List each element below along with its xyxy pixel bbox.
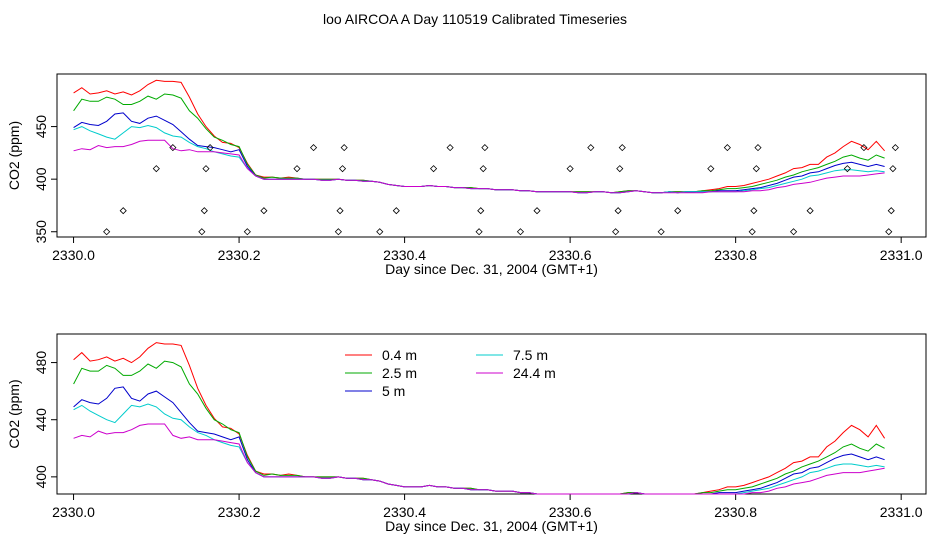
bottom-x-tick-label: 2331.0 xyxy=(880,504,923,520)
bottom-x-tick-label: 2330.0 xyxy=(52,504,95,520)
top-y-axis-label: CO2 (ppm) xyxy=(6,121,22,190)
diamond-marker xyxy=(376,228,384,236)
diamond-marker xyxy=(152,165,160,173)
top-x-tick-label: 2330.4 xyxy=(383,247,426,263)
top-series-line xyxy=(73,79,885,194)
bottom-series-line xyxy=(73,403,885,495)
diamond-marker xyxy=(119,207,127,215)
diamond-marker xyxy=(198,228,206,236)
bottom-series-line xyxy=(73,423,885,495)
top-x-tick-label: 2331.0 xyxy=(880,247,923,263)
diamond-marker xyxy=(723,144,731,152)
top-plot-frame xyxy=(56,73,927,238)
bottom-x-axis-label: Day since Dec. 31, 2004 (GMT+1) xyxy=(385,518,598,534)
top-series-line xyxy=(73,124,885,194)
diamond-marker xyxy=(891,144,899,152)
diamond-marker xyxy=(430,165,438,173)
legend-label: 0.4 m xyxy=(382,347,417,363)
diamond-marker xyxy=(336,207,344,215)
diamond-marker xyxy=(843,165,851,173)
diamond-marker xyxy=(657,228,665,236)
top-y-tick-label: 350 xyxy=(33,220,49,244)
diamond-marker xyxy=(790,228,798,236)
diamond-marker xyxy=(860,144,868,152)
bottom-series-line xyxy=(73,386,885,495)
legend-label: 7.5 m xyxy=(513,347,548,363)
bottom-y-axis-label: CO2 (ppm) xyxy=(6,379,22,448)
diamond-marker xyxy=(754,144,762,152)
diamond-marker xyxy=(479,165,487,173)
diamond-marker xyxy=(674,207,682,215)
diamond-marker xyxy=(260,207,268,215)
diamond-marker xyxy=(516,228,525,236)
bottom-series-line xyxy=(73,342,886,495)
top-series-line xyxy=(73,139,885,194)
top-y-tick-label: 450 xyxy=(33,115,49,139)
diamond-marker xyxy=(338,165,347,173)
legend-label: 2.5 m xyxy=(382,365,417,381)
diamond-marker xyxy=(887,207,895,215)
top-x-tick-label: 2330.0 xyxy=(52,247,95,263)
diamond-marker xyxy=(477,207,485,215)
bottom-x-tick-label: 2330.8 xyxy=(714,504,757,520)
diamond-marker xyxy=(293,165,301,173)
diamond-marker xyxy=(612,228,620,236)
diamond-marker xyxy=(618,144,626,152)
diamond-marker xyxy=(752,165,760,173)
bottom-y-tick-label: 440 xyxy=(33,408,49,432)
diamond-marker xyxy=(889,165,897,173)
diamond-marker xyxy=(169,144,177,152)
diamond-marker xyxy=(200,207,208,215)
diamond-marker xyxy=(103,228,111,236)
diamond-marker xyxy=(614,207,622,215)
diamond-marker xyxy=(392,207,400,215)
diamond-marker xyxy=(750,207,758,215)
top-x-tick-label: 2330.8 xyxy=(714,247,757,263)
diamond-marker xyxy=(340,144,348,152)
diamond-marker xyxy=(806,207,814,215)
diamond-marker xyxy=(707,165,715,173)
legend-label: 5 m xyxy=(382,383,405,399)
diamond-marker xyxy=(481,144,489,152)
diamond-marker xyxy=(533,207,541,215)
bottom-x-tick-label: 2330.2 xyxy=(218,504,261,520)
legend-label: 24.4 m xyxy=(513,365,556,381)
bottom-x-tick-label: 2330.6 xyxy=(549,504,592,520)
bottom-y-tick-label: 480 xyxy=(33,351,49,375)
diamond-marker xyxy=(202,165,210,173)
figure-title: loo AIRCOA A Day 110519 Calibrated Times… xyxy=(322,11,627,27)
bottom-plot-frame xyxy=(56,333,927,495)
diamond-marker xyxy=(446,144,454,152)
top-x-axis-label: Day since Dec. 31, 2004 (GMT+1) xyxy=(385,261,598,277)
diamond-marker xyxy=(616,165,624,173)
bottom-y-tick-label: 400 xyxy=(33,465,49,489)
diamond-marker xyxy=(587,144,595,152)
diamond-marker xyxy=(243,228,251,236)
diamond-marker xyxy=(748,228,756,236)
diamond-marker xyxy=(206,144,214,152)
diamond-marker xyxy=(334,228,342,236)
diamond-marker xyxy=(309,144,318,152)
bottom-x-tick-label: 2330.4 xyxy=(383,504,426,520)
top-x-tick-label: 2330.6 xyxy=(549,247,592,263)
diamond-marker xyxy=(885,228,893,236)
top-y-tick-label: 400 xyxy=(33,167,49,191)
diamond-marker xyxy=(566,165,574,173)
top-x-tick-label: 2330.2 xyxy=(218,247,261,263)
diamond-marker xyxy=(475,228,483,236)
